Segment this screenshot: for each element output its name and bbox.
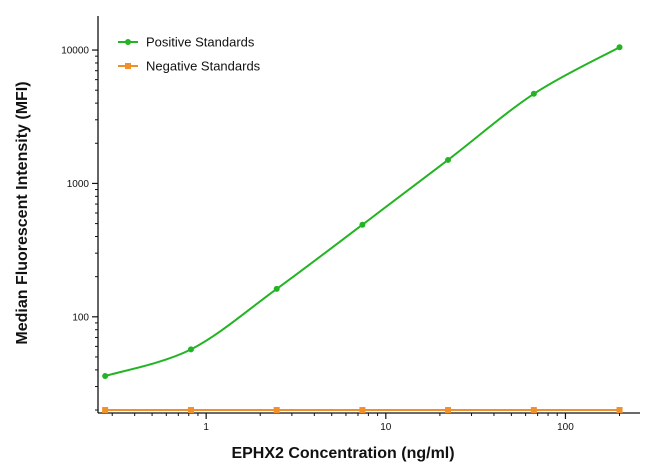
y-tick-label: 1000 bbox=[67, 179, 90, 190]
data-point-negative-standards bbox=[273, 407, 280, 414]
y-axis-title: Median Fluorescent Intensity (MFI) bbox=[14, 81, 31, 344]
y-tick-label: 100 bbox=[72, 312, 89, 323]
data-point-negative-standards bbox=[530, 407, 537, 414]
data-point-positive-standards bbox=[187, 346, 194, 353]
plot-area bbox=[102, 44, 623, 414]
data-point-positive-standards bbox=[530, 90, 537, 97]
legend-label-positive-standards: Positive Standards bbox=[146, 35, 255, 50]
data-point-negative-standards bbox=[445, 407, 452, 414]
y-tick-label: 10000 bbox=[61, 46, 89, 57]
legend: Positive Standards Negative Standards bbox=[118, 35, 261, 74]
legend-marker-negative-standards bbox=[125, 63, 131, 69]
data-point-negative-standards bbox=[187, 407, 194, 414]
data-point-positive-standards bbox=[616, 44, 623, 51]
data-point-negative-standards bbox=[102, 407, 109, 414]
data-point-negative-standards bbox=[616, 407, 623, 414]
x-axis-title: EPHX2 Concentration (ng/ml) bbox=[231, 445, 454, 462]
x-tick-label: 1 bbox=[203, 422, 209, 433]
data-point-positive-standards bbox=[445, 156, 452, 163]
data-point-positive-standards bbox=[359, 221, 366, 228]
legend-marker-positive-standards bbox=[125, 39, 131, 45]
data-point-negative-standards bbox=[359, 407, 366, 414]
x-tick-label: 100 bbox=[557, 422, 574, 433]
legend-label-negative-standards: Negative Standards bbox=[146, 59, 261, 74]
data-point-positive-standards bbox=[273, 285, 280, 292]
data-point-positive-standards bbox=[102, 372, 109, 379]
x-tick-label: 10 bbox=[380, 422, 392, 433]
